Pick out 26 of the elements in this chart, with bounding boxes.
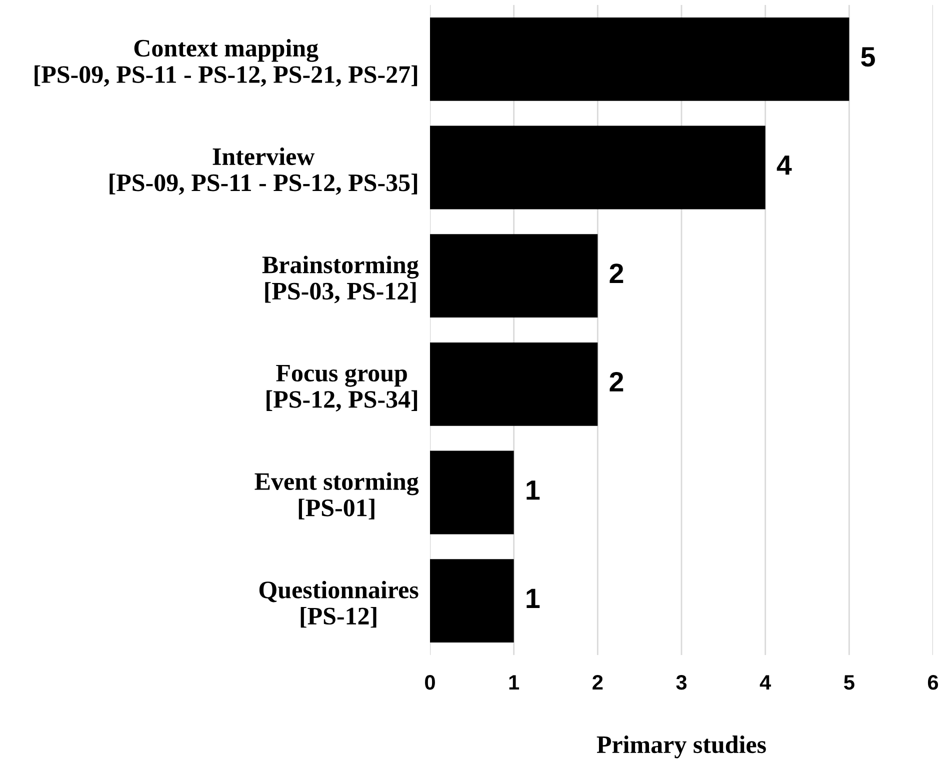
y-tick-label: Event storming [PS-01] [254,472,419,520]
x-tick-label: 3 [676,674,687,690]
x-tick-label: 1 [509,675,520,690]
bar [430,342,598,426]
x-tick-label: 2 [592,674,603,690]
data-label: 2 [610,264,624,284]
bar [430,559,514,643]
x-tick-label: 4 [760,675,772,690]
y-tick-label: Context mapping [PS-09, PS-11 - PS-12, PS-21, PS-27] [34,39,418,87]
bar [430,17,850,101]
bar [430,450,514,534]
y-tick-label: Focus group [PS-12, PS-34] [266,364,418,412]
bar [430,126,766,210]
x-tick-label: 6 [928,674,938,690]
data-label: 4 [776,156,792,175]
data-label: 2 [610,372,624,392]
y-tick-label: Interview [PS-09, PS-11 - PS-12, PS-35] [110,147,418,195]
y-tick-label: Brainstorming [PS-03, PS-12] [262,256,419,304]
x-tick-label: 0 [425,674,435,690]
bar [430,234,598,318]
data-label: 1 [526,588,540,608]
x-tick-label: 5 [844,675,854,690]
data-label: 1 [526,480,540,500]
x-axis-title: Primary studies [596,736,766,758]
y-tick-label: Questionnaires [PS-12] [259,580,418,628]
data-label: 5 [861,47,875,67]
